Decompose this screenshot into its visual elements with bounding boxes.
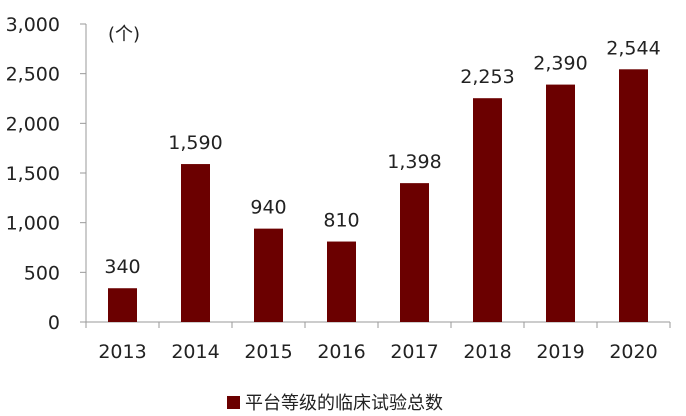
x-tick-label: 2013 (98, 341, 146, 363)
legend-label: 平台等级的临床试验总数 (245, 393, 443, 414)
bar-2019 (546, 84, 575, 323)
x-tick-label: 2020 (609, 341, 657, 363)
axes: 0 500 1,000 1,500 2,000 2,500 3,000 2013 2014 201… (6, 14, 671, 363)
unit-label: (个) (108, 24, 140, 45)
data-label-2019: 2,390 (533, 53, 587, 75)
data-labels: 340 1,590 940 810 1,398 2,253 2,390 2,544 (104, 37, 660, 278)
bar-2018 (473, 98, 502, 323)
x-tick-label: 2014 (171, 341, 219, 363)
y-tick-label: 500 (24, 262, 60, 284)
y-tick-label: 0 (48, 312, 60, 334)
y-tick-label: 2,500 (6, 64, 60, 86)
bar-2014 (181, 164, 210, 322)
x-tick-label: 2015 (244, 341, 292, 363)
data-label-2020: 2,544 (606, 37, 660, 59)
y-tick-label: 1,000 (6, 213, 60, 235)
bars (108, 69, 648, 323)
y-tick-label: 2,000 (6, 113, 60, 135)
x-tick-label: 2016 (317, 341, 365, 363)
data-label-2017: 1,398 (387, 151, 441, 173)
legend: 平台等级的临床试验总数 (227, 393, 443, 414)
x-tick-label: 2017 (390, 341, 438, 363)
data-label-2016: 810 (323, 210, 359, 232)
data-label-2018: 2,253 (460, 66, 514, 88)
bar-2017 (400, 183, 429, 322)
data-label-2015: 940 (250, 197, 286, 219)
bar-2016 (327, 241, 356, 322)
data-label-2014: 1,590 (168, 132, 222, 154)
y-tick-label: 1,500 (6, 163, 60, 185)
y-tick-label: 3,000 (6, 14, 60, 36)
bar-2013 (108, 288, 137, 322)
data-label-2013: 340 (104, 256, 140, 278)
bar-2015 (254, 228, 283, 322)
x-tick-label: 2018 (463, 341, 511, 363)
legend-swatch (227, 396, 240, 409)
x-tick-label: 2019 (536, 341, 584, 363)
bar-2020 (619, 69, 648, 323)
